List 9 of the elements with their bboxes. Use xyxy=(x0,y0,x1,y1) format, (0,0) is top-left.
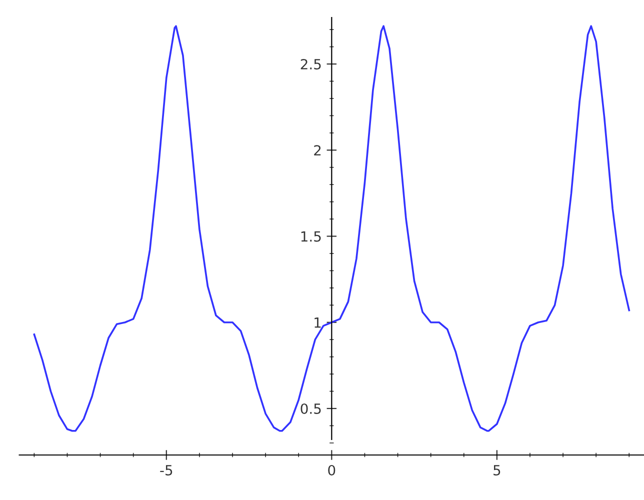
y-tick-label: 0.5 xyxy=(300,403,321,414)
y-tick-label: 1.5 xyxy=(301,231,321,242)
y-tick-label: 1 xyxy=(314,318,321,328)
y-tick-label: 2 xyxy=(314,145,321,156)
x-tick-label: 0 xyxy=(328,464,336,476)
y-tick-label: 2.5 xyxy=(300,58,321,70)
line-series xyxy=(33,25,630,432)
x-tick-label: 5 xyxy=(494,465,500,476)
x-tick-label: -5 xyxy=(160,465,172,476)
